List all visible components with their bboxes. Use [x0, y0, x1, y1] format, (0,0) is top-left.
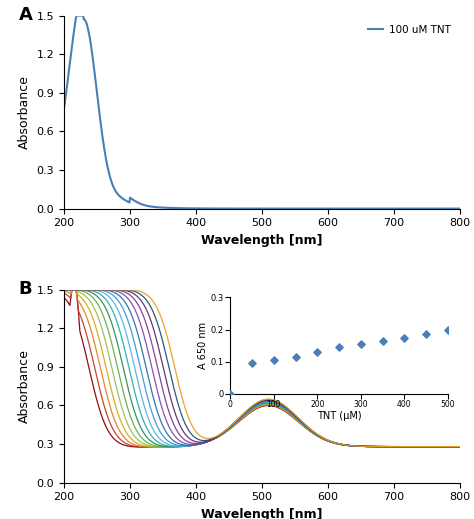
- 100 uM TNT: [360, 206, 365, 212]
- 100 uM TNT: [457, 206, 463, 212]
- 100 uM TNT: [132, 198, 137, 204]
- Y-axis label: Absorbance: Absorbance: [18, 75, 31, 149]
- Line: 100 uM TNT: 100 uM TNT: [64, 16, 460, 209]
- Legend: 100 uM TNT: 100 uM TNT: [364, 21, 455, 39]
- Y-axis label: Absorbance: Absorbance: [18, 349, 31, 423]
- Text: B: B: [18, 280, 32, 298]
- 100 uM TNT: [61, 105, 67, 112]
- 100 uM TNT: [164, 204, 169, 211]
- 100 uM TNT: [295, 206, 301, 212]
- X-axis label: Wavelength [nm]: Wavelength [nm]: [201, 508, 323, 519]
- 100 uM TNT: [326, 206, 332, 212]
- 100 uM TNT: [73, 12, 79, 19]
- Text: A: A: [18, 6, 32, 24]
- X-axis label: Wavelength [nm]: Wavelength [nm]: [201, 234, 323, 247]
- 100 uM TNT: [241, 206, 246, 212]
